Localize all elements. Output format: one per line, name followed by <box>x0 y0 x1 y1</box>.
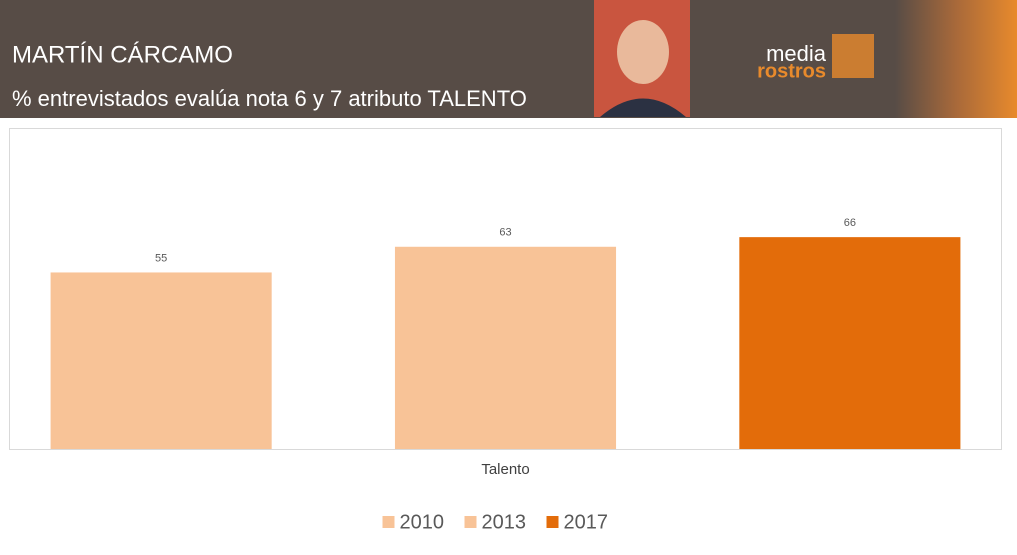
value-label: 66 <box>844 217 856 229</box>
plot-frame <box>9 128 1002 450</box>
bar <box>394 246 617 449</box>
legend-swatch <box>464 516 477 528</box>
portrait-face <box>617 20 669 84</box>
value-label: 55 <box>155 252 167 264</box>
portrait-suit <box>600 98 686 117</box>
value-label: 63 <box>499 227 511 239</box>
logo-text: media <box>766 41 827 66</box>
subtitle: % entrevistados evalúa nota 6 y 7 atribu… <box>12 86 527 111</box>
bar <box>50 272 272 449</box>
legend-label: 2013 <box>482 511 527 533</box>
legend-label: 2010 <box>400 511 445 533</box>
x-tick-label: Talento <box>481 461 529 478</box>
legend-swatch <box>382 516 395 528</box>
legend-label: 2017 <box>564 511 609 533</box>
header-pattern <box>895 0 1017 118</box>
logo-text: rostros <box>757 60 826 82</box>
legend-swatch <box>546 516 559 528</box>
logo-mark <box>832 34 874 78</box>
title: MARTÍN CÁRCAMO <box>12 41 233 68</box>
bar <box>739 237 961 449</box>
